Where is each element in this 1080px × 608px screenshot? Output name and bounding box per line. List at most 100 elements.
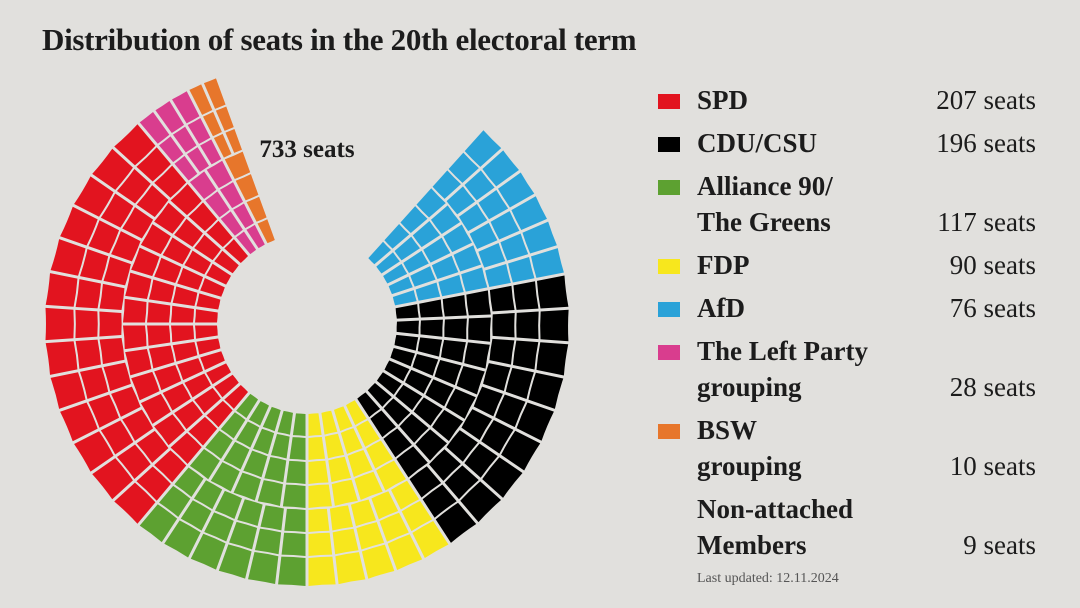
- legend-swatch: [658, 259, 680, 274]
- seat-block-bsw-grouping: [235, 174, 259, 201]
- seat-block-fdp: [321, 410, 338, 435]
- seat-block-spd: [171, 305, 194, 323]
- seat-block-afd: [448, 152, 479, 183]
- seat-block-afd: [508, 256, 535, 283]
- seat-block-cdu-csu: [425, 379, 454, 407]
- seat-block-cdu-csu: [495, 394, 526, 428]
- seat-block-fdp: [391, 480, 420, 510]
- seat-block-fdp: [346, 400, 367, 426]
- seat-block-alliance-90-the-greens: [270, 433, 290, 459]
- seat-block-the-left-party-grouping: [187, 117, 211, 144]
- seat-block-spd: [122, 409, 154, 441]
- seat-block-afd: [376, 252, 400, 274]
- seat-block-spd: [103, 256, 131, 286]
- seat-block-alliance-90-the-greens: [248, 401, 270, 426]
- seat-block-afd: [410, 266, 436, 287]
- seat-block-fdp: [308, 413, 322, 436]
- seat-block-cdu-csu: [434, 360, 462, 386]
- legend-item-afd: AfD 76 seats: [658, 290, 1036, 326]
- seat-block-cdu-csu: [383, 428, 412, 458]
- seat-block-alliance-90-the-greens: [180, 500, 212, 531]
- seat-block-afd: [415, 282, 441, 301]
- seat-block-spd: [188, 416, 218, 446]
- legend-item-the-left-party-grouping: The Left Party grouping 28 seats: [658, 333, 1036, 405]
- seat-block-spd: [75, 279, 101, 309]
- seat-block-spd: [79, 249, 109, 281]
- seat-block-spd: [100, 420, 134, 455]
- seat-block-cdu-csu: [512, 340, 539, 370]
- seat-block-cdu-csu: [468, 317, 491, 342]
- legend-party-name: Non-attached Members: [697, 494, 853, 560]
- legend-party-name: Alliance 90/ The Greens: [697, 171, 833, 237]
- seat-block-fdp: [361, 544, 395, 579]
- seat-block-spd: [45, 341, 78, 375]
- seat-block-bsw-grouping: [246, 196, 267, 222]
- seat-block-alliance-90-the-greens: [286, 460, 306, 484]
- seat-block-spd: [75, 309, 98, 339]
- legend-party-name: FDP: [697, 250, 750, 280]
- seat-block-cdu-csu: [409, 466, 442, 498]
- seat-block-cdu-csu: [422, 484, 457, 518]
- seat-block-spd: [100, 193, 134, 228]
- seat-block-afd: [490, 211, 520, 240]
- legend-seat-count: 28 seats: [949, 372, 1036, 402]
- seat-block-cdu-csu: [357, 392, 381, 418]
- seat-block-spd: [136, 147, 171, 182]
- seat-block-spd: [131, 247, 160, 277]
- seat-block-fdp: [356, 522, 385, 550]
- seat-block-cdu-csu: [489, 338, 515, 365]
- legend-item-alliance-90-the-greens: Alliance 90/ The Greens 117 seats: [658, 168, 1036, 240]
- seat-block-fdp: [329, 505, 354, 531]
- seat-block-cdu-csu: [442, 294, 467, 317]
- legend-item-spd: SPD 207 seats: [658, 82, 1036, 118]
- seat-block-alliance-90-the-greens: [205, 430, 233, 459]
- seat-block-spd: [88, 220, 120, 254]
- seat-block-the-left-party-grouping: [246, 224, 265, 249]
- seat-block-spd: [174, 401, 203, 430]
- seat-block-alliance-90-the-greens: [204, 512, 234, 542]
- seat-block-afd: [392, 290, 417, 306]
- seat-block-spd: [171, 325, 194, 343]
- seat-block-afd: [464, 170, 495, 201]
- seat-block-fdp: [412, 521, 449, 559]
- legend-party-name: The Left Party grouping: [697, 336, 868, 402]
- seat-block-afd: [368, 241, 392, 265]
- seat-block-spd: [50, 239, 86, 276]
- seat-block-spd: [172, 342, 198, 362]
- seat-block-cdu-csu: [505, 367, 534, 399]
- seat-block-afd: [478, 189, 509, 220]
- seat-block-spd: [99, 337, 125, 365]
- seat-block-spd: [136, 430, 169, 463]
- seat-block-alliance-90-the-greens: [229, 521, 258, 550]
- seat-block-fdp: [376, 460, 406, 491]
- legend-swatch: [658, 424, 680, 439]
- seat-block-afd: [453, 245, 482, 272]
- seat-block-fdp: [340, 428, 363, 454]
- seat-block-fdp: [347, 449, 373, 477]
- seat-block-spd: [206, 400, 233, 428]
- legend-swatch: [658, 503, 680, 518]
- seat-block-spd: [99, 283, 125, 311]
- seat-block-cdu-csu: [429, 449, 461, 482]
- seat-block-cdu-csu: [370, 410, 396, 438]
- seat-block-alliance-90-the-greens: [190, 533, 226, 570]
- last-updated-note: Last updated: 12.11.2024: [697, 571, 839, 586]
- seat-block-bsw-grouping: [225, 129, 242, 153]
- seat-block-cdu-csu: [420, 319, 443, 337]
- legend-item-cdu-csu: CDU/CSU 196 seats: [658, 125, 1036, 161]
- seat-block-the-left-party-grouping: [200, 139, 222, 165]
- seat-block-spd: [214, 250, 239, 274]
- seat-block-alliance-90-the-greens: [262, 406, 281, 432]
- seat-block-bsw-grouping: [203, 111, 222, 137]
- seat-block-cdu-csu: [461, 409, 493, 441]
- seat-block-fdp: [308, 532, 333, 556]
- seat-block-bsw-grouping: [257, 219, 275, 244]
- seat-block-fdp: [379, 512, 409, 542]
- seat-block-fdp: [350, 499, 377, 527]
- seat-block-cdu-csu: [460, 481, 502, 523]
- seat-block-afd: [384, 223, 410, 249]
- seat-block-spd: [184, 373, 211, 398]
- seat-block-spd: [154, 414, 185, 446]
- seat-block-cdu-csu: [528, 372, 564, 409]
- seat-block-spd: [188, 202, 218, 232]
